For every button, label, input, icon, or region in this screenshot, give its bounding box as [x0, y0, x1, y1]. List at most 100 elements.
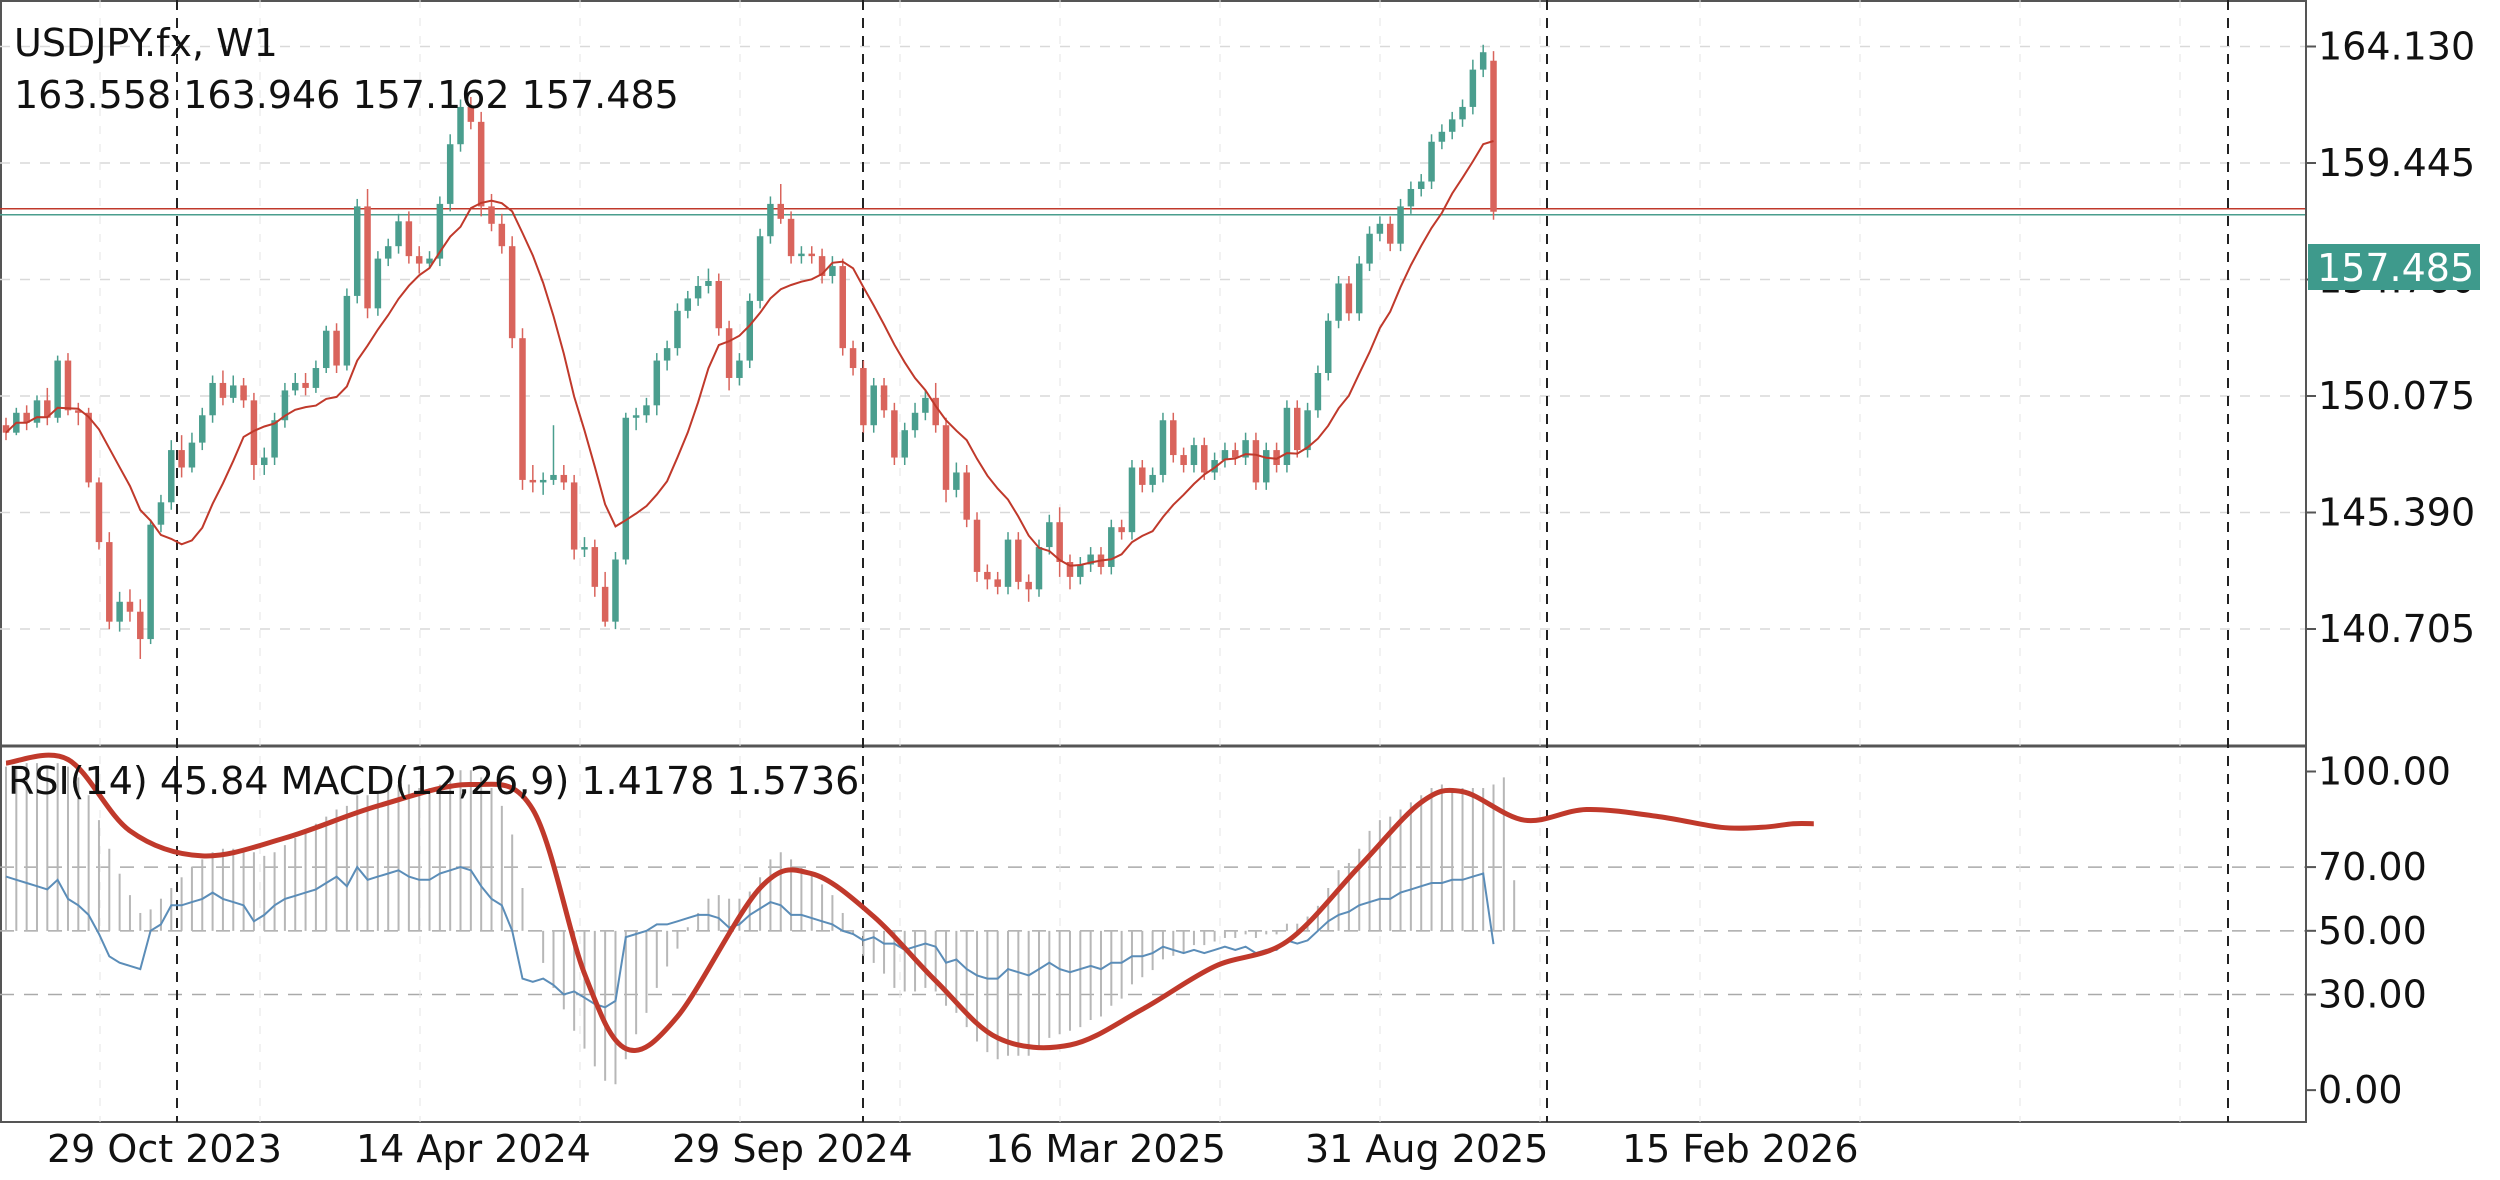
candle-body — [188, 442, 196, 468]
candle-body — [973, 519, 981, 572]
candle-body — [178, 450, 185, 468]
candle-body — [106, 542, 113, 622]
last-price-badge: 157.485 — [2308, 244, 2480, 290]
candle-body — [529, 479, 537, 483]
candle-body — [312, 368, 320, 388]
candle-body — [663, 348, 671, 361]
candle-body — [1304, 410, 1311, 451]
price-level-lines — [0, 207, 2306, 216]
candle-body — [1283, 407, 1291, 466]
price-tick-label: 150.075 — [2318, 374, 2475, 418]
candle-body — [746, 300, 754, 361]
candle-body — [322, 330, 330, 369]
candle-body — [1324, 320, 1332, 373]
candle-body — [271, 420, 278, 458]
candle-body — [539, 479, 547, 483]
candle-body — [1242, 440, 1249, 458]
rsi-path — [5, 865, 1495, 1009]
candle-body — [1149, 474, 1156, 485]
candle-body — [581, 547, 588, 550]
candle-body — [953, 472, 960, 490]
candle-body — [849, 348, 857, 369]
candle-body — [798, 253, 805, 257]
moving-average — [5, 140, 1494, 567]
candle-body — [870, 385, 877, 426]
candle-body — [1386, 223, 1394, 244]
candle-body — [395, 221, 402, 247]
candle-body — [570, 482, 578, 550]
candle-body — [1077, 564, 1084, 577]
candle-body — [1252, 440, 1260, 483]
candle-body — [1180, 455, 1187, 466]
candle-body — [75, 410, 82, 413]
candle-body — [1428, 141, 1435, 182]
candle-body — [1004, 539, 1012, 587]
candle-body — [240, 385, 247, 401]
date-tick-label: 14 Apr 2024 — [356, 1127, 591, 1171]
candle-body — [1263, 450, 1270, 483]
candle-body — [1159, 420, 1167, 475]
candle-body — [1407, 188, 1415, 207]
candle-body — [550, 474, 557, 480]
candle-body — [384, 246, 392, 259]
candle-body — [901, 430, 908, 458]
candle-body — [116, 601, 123, 622]
candle-body — [1335, 283, 1342, 321]
candle-body — [911, 412, 919, 431]
grid — [0, 0, 2306, 1122]
candle-body — [632, 415, 640, 418]
candle-body — [684, 298, 692, 311]
candlesticks — [2, 44, 1497, 659]
price-badge-bg — [2308, 244, 2480, 290]
candle-body — [891, 410, 898, 458]
candle-body — [1221, 450, 1229, 461]
candle-body — [1490, 60, 1497, 212]
candle-body — [519, 338, 526, 480]
candle-body — [457, 106, 464, 145]
date-tick-label: 16 Mar 2025 — [985, 1127, 1226, 1171]
candle-body — [1459, 106, 1466, 120]
candle-body — [674, 310, 681, 349]
candle-body — [1345, 283, 1353, 314]
candle-body — [364, 206, 371, 309]
candle-body — [922, 397, 929, 413]
candle-body — [250, 400, 258, 466]
candle-body — [860, 368, 867, 426]
candle-body — [1015, 539, 1022, 582]
candle-body — [1190, 445, 1198, 466]
candle-body — [1397, 206, 1404, 244]
candle-body — [1108, 527, 1115, 567]
candle-body — [415, 256, 423, 264]
candle-body — [157, 502, 165, 525]
rsi-line — [5, 865, 1495, 1009]
candle-body — [1170, 420, 1177, 456]
candle-body — [230, 385, 237, 398]
candle-body — [1035, 547, 1043, 590]
candle-body — [963, 472, 970, 520]
candle-body — [1448, 119, 1456, 132]
candle-body — [374, 258, 382, 309]
candle-body — [446, 144, 454, 204]
candle-body — [209, 382, 216, 416]
candle-body — [2, 425, 10, 433]
candle-body — [1273, 450, 1280, 466]
candle-body — [1087, 554, 1094, 565]
candle-body — [199, 415, 206, 443]
candle-body — [1232, 450, 1239, 458]
candle-body — [612, 559, 619, 622]
candle-body — [818, 256, 826, 277]
candle-body — [829, 266, 836, 277]
candle-body — [787, 218, 795, 257]
candle-body — [1479, 52, 1487, 70]
candle-body — [560, 474, 568, 483]
indicator-tick-label: 30.00 — [2318, 973, 2427, 1017]
candle-body — [839, 266, 846, 349]
candle-body — [302, 382, 309, 388]
price-badge-label: 157.485 — [2317, 246, 2474, 290]
price-axis: 164.130159.445154.760150.075145.390140.7… — [2305, 0, 2475, 1122]
candle-body — [426, 258, 433, 264]
date-tick-label: 31 Aug 2025 — [1305, 1127, 1548, 1171]
candle-body — [767, 203, 774, 237]
